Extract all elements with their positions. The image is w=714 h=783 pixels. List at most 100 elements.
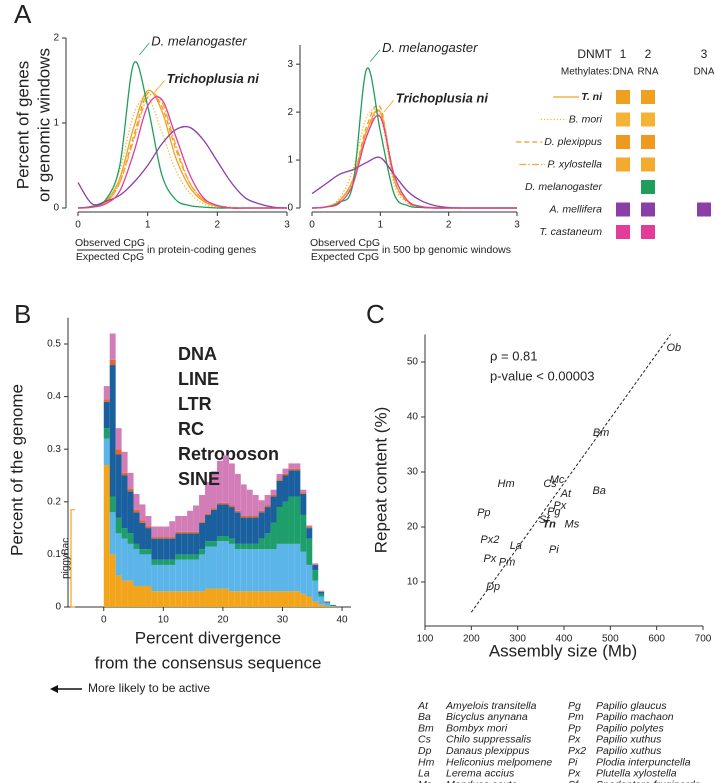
bar-segment bbox=[276, 480, 283, 508]
point-label: Sf bbox=[539, 514, 550, 526]
bar-segment bbox=[163, 564, 170, 592]
bar-segment bbox=[163, 526, 170, 538]
x-tick-label: 300 bbox=[509, 634, 526, 645]
bar-segment bbox=[222, 535, 229, 542]
bar-segment bbox=[175, 559, 182, 592]
bar-segment bbox=[228, 505, 235, 508]
point-label: Cs bbox=[543, 478, 557, 490]
point-label: Bm bbox=[593, 427, 610, 439]
bar-segment bbox=[115, 575, 122, 607]
bar-segment bbox=[210, 508, 217, 510]
point-label: Px bbox=[483, 553, 496, 565]
leader bbox=[154, 80, 165, 93]
key-name: Chilo suppressalis bbox=[446, 734, 532, 746]
bar-segment bbox=[109, 554, 116, 607]
bar-segment bbox=[181, 591, 188, 607]
bar-segment bbox=[115, 449, 122, 455]
bar-segment bbox=[306, 538, 313, 565]
legend-label: DNA bbox=[178, 344, 217, 364]
bar-segment bbox=[234, 473, 241, 511]
bar-segment bbox=[294, 470, 301, 497]
legend-label: LINE bbox=[178, 369, 219, 389]
bar-segment bbox=[216, 588, 223, 607]
bar-segment bbox=[163, 538, 170, 560]
bar-segment bbox=[246, 549, 253, 592]
bar-segment bbox=[205, 546, 211, 589]
point-label: Px2 bbox=[480, 534, 499, 546]
y-tick-label: 0 bbox=[53, 203, 59, 214]
line bbox=[311, 114, 517, 209]
key-abbr: Hm bbox=[418, 756, 435, 768]
bar-segment bbox=[181, 559, 188, 592]
bar-segment bbox=[163, 591, 170, 607]
point-label: Mc bbox=[550, 474, 565, 486]
bar-segment bbox=[199, 494, 206, 522]
point-label: At bbox=[560, 488, 572, 500]
bar-segment bbox=[240, 543, 247, 550]
y-tick-label: 0.5 bbox=[47, 339, 61, 350]
dnmt-square bbox=[616, 112, 630, 127]
bar-segment bbox=[199, 554, 206, 592]
x-tick-label: 500 bbox=[602, 634, 619, 645]
bar-segment bbox=[264, 507, 271, 534]
bar-segment bbox=[181, 531, 188, 534]
key-abbr: At bbox=[417, 700, 429, 712]
bar-segment bbox=[270, 489, 277, 495]
point-label: Ms bbox=[565, 519, 580, 531]
x-tick-label: 200 bbox=[463, 634, 480, 645]
bar-segment bbox=[103, 386, 110, 400]
point-label: Pg bbox=[547, 506, 561, 518]
bar-segment bbox=[199, 521, 206, 523]
annotation: D. melanogaster bbox=[382, 40, 478, 55]
point-label: Pi bbox=[549, 544, 559, 556]
bar-segment bbox=[169, 591, 176, 607]
bar-segment bbox=[187, 533, 194, 555]
bar-segment bbox=[139, 522, 146, 550]
dnmt-square bbox=[616, 157, 630, 172]
point-label: Pm bbox=[499, 557, 516, 569]
bar-segment bbox=[270, 496, 277, 523]
bar-segment bbox=[133, 585, 140, 607]
bar-segment bbox=[216, 535, 223, 542]
bar-segment bbox=[270, 522, 277, 550]
dnmt-square bbox=[641, 225, 655, 239]
key-abbr: Ms bbox=[418, 779, 433, 783]
bar-segment bbox=[169, 564, 176, 592]
bar-segment bbox=[258, 591, 265, 607]
line bbox=[77, 91, 287, 209]
y-tick-label: 2 bbox=[53, 33, 59, 44]
legend-label: Methylates: bbox=[561, 67, 612, 78]
bar-segment bbox=[258, 538, 265, 550]
bar-segment bbox=[205, 588, 211, 607]
point-label: Tn bbox=[542, 519, 556, 531]
bar-segment bbox=[145, 549, 152, 555]
x-tick-label: 1 bbox=[378, 220, 384, 231]
point-label: Ba bbox=[592, 485, 605, 497]
bar-segment bbox=[121, 451, 128, 473]
key-name: Lerema accius bbox=[446, 768, 515, 780]
y-tick-label: 2 bbox=[287, 107, 293, 118]
key-name: Heliconius melpomene bbox=[446, 756, 552, 768]
bar-segment bbox=[157, 564, 164, 592]
bar-segment bbox=[264, 505, 271, 508]
dnmt-square bbox=[641, 135, 655, 149]
dnmt-square bbox=[641, 112, 655, 127]
legend-label: SINE bbox=[178, 469, 220, 489]
bar-segment bbox=[228, 538, 235, 544]
bar-segment bbox=[270, 591, 277, 607]
column-label: DNA bbox=[612, 67, 633, 78]
bar-segment bbox=[169, 521, 176, 538]
bar-segment bbox=[282, 591, 289, 607]
bar-segment bbox=[222, 504, 229, 536]
dnmt-square bbox=[697, 202, 711, 217]
note: More likely to be active bbox=[88, 681, 210, 695]
bar-segment bbox=[306, 527, 313, 529]
bar-segment bbox=[228, 463, 235, 506]
bar-segment bbox=[199, 549, 206, 555]
bar-segment bbox=[282, 468, 289, 474]
bar-segment bbox=[258, 510, 265, 513]
bar-segment bbox=[300, 492, 307, 494]
bar-segment bbox=[318, 596, 325, 605]
bar-segment bbox=[187, 510, 194, 532]
